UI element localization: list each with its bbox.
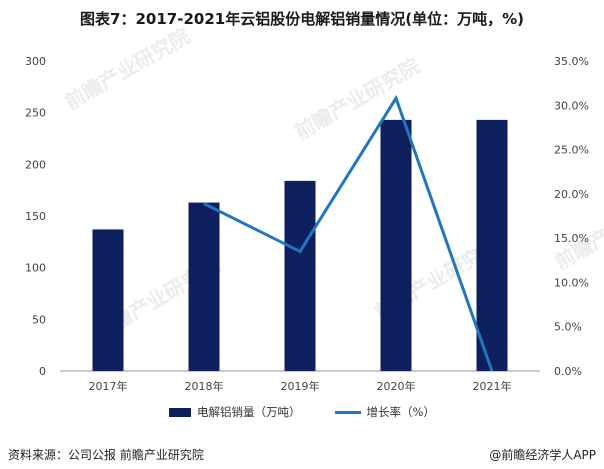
source-note: 资料来源：公司公报 前瞻产业研究院 — [8, 448, 204, 462]
y-right-tick-label: 30.0% — [554, 99, 589, 112]
y-right-tick-label: 20.0% — [554, 188, 589, 201]
legend-label-sales: 电解铝销量（万吨） — [197, 405, 301, 419]
y-right-tick-label: 5.0% — [554, 321, 582, 334]
y-left-tick-label: 200 — [25, 158, 46, 171]
bar-sales — [92, 229, 124, 371]
y-right-tick-label: 10.0% — [554, 276, 589, 289]
chart-title: 图表7：2017-2021年云铝股份电解铝销量情况(单位：万吨，%) — [80, 10, 524, 28]
y-left-tick-label: 150 — [25, 210, 46, 223]
legend-item-growth: 增长率（%） — [334, 404, 435, 420]
y-right-tick-label: 25.0% — [554, 144, 589, 157]
bar-sales — [380, 119, 412, 372]
y-left-tick-label: 50 — [32, 313, 46, 326]
x-tick-label: 2019年 — [281, 379, 320, 393]
x-tick-label: 2020年 — [377, 379, 416, 393]
y-right-tick-label: 15.0% — [554, 232, 589, 245]
legend-swatch-bar — [169, 407, 192, 417]
y-left-tick-label: 0 — [39, 365, 46, 378]
watermark-text: 前瞻产业研究院 — [61, 24, 194, 115]
y-left-tick-label: 100 — [25, 262, 46, 275]
y-left-tick-label: 250 — [25, 107, 46, 120]
x-tick-label: 2017年 — [89, 379, 128, 393]
legend: 电解铝销量（万吨） 增长率（%） — [0, 404, 604, 420]
line-growth-rate — [203, 94, 494, 372]
legend-label-growth: 增长率（%） — [366, 405, 435, 419]
y-right-tick-label: 35.0% — [554, 55, 589, 68]
brand-credit: @前瞻经济学人APP — [489, 448, 596, 462]
bar-sales — [188, 202, 220, 371]
bar-sales — [284, 180, 316, 371]
y-right-tick-label: 0.0% — [554, 365, 582, 378]
y-left-tick-label: 300 — [25, 55, 46, 68]
legend-swatch-line — [334, 410, 361, 414]
bar-sales — [476, 119, 508, 372]
x-tick-label: 2018年 — [185, 379, 224, 393]
legend-item-sales: 电解铝销量（万吨） — [169, 404, 301, 420]
x-tick-label: 2021年 — [473, 379, 512, 393]
